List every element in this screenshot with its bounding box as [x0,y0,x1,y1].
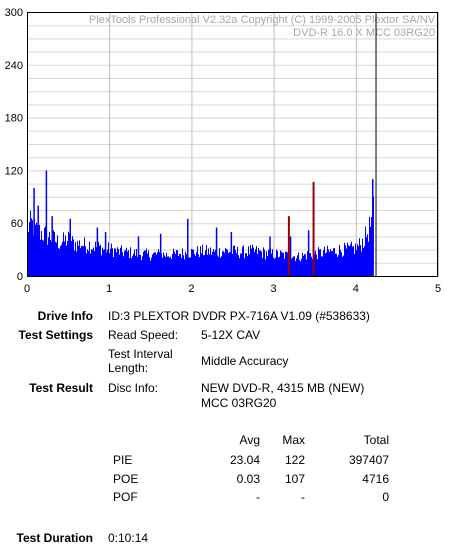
x-tick-label: 4 [353,283,359,295]
y-tick-label: 180 [5,113,23,125]
y-tick-label: 60 [11,218,23,230]
y-tick-label: 0 [17,271,23,283]
stats-row-name: PIE [113,453,132,467]
x-tick-label: 5 [435,283,441,295]
y-tick-label: 240 [5,60,23,72]
stats-row-total: 4716 [310,472,389,486]
x-tick-label: 2 [188,283,194,295]
interval-label-line1: Test Interval [108,347,173,361]
x-tick-label: 3 [271,283,277,295]
disc-info-line2: MCC 03RG20 [201,396,276,410]
stats-row-avg: 0.03 [200,472,260,486]
stats-row-avg: - [200,490,260,504]
watermark-line2: DVD-R 16.0 X MCC 03RG20 [293,27,435,39]
interval-label-line2: Length: [108,361,148,375]
read-speed-value: 5-12X CAV [201,328,260,342]
stats-row-avg: 23.04 [200,453,260,467]
y-tick-label: 300 [5,7,23,19]
stats-row-name: POF [113,490,138,504]
x-tick-label: 0 [24,283,30,295]
stats-row-max: 107 [260,472,305,486]
pie-poe-chart: PlexTools Professional V2.32a Copyright … [0,0,450,300]
test-settings-label: Test Settings [0,328,93,342]
interval-value: Middle Accuracy [201,354,288,368]
stats-row-max: - [260,490,305,504]
drive-info-label: Drive Info [0,309,93,323]
stats-header-max: Max [260,433,305,447]
read-speed-label: Read Speed: [108,328,178,342]
x-tick-label: 1 [106,283,112,295]
stats-row-total: 0 [310,490,389,504]
test-duration-value: 0:10:14 [108,531,148,545]
y-tick-label: 120 [5,165,23,177]
watermark-line1: PlexTools Professional V2.32a Copyright … [89,14,436,26]
stats-header-avg: Avg [200,433,260,447]
stats-row-total: 397407 [310,453,389,467]
drive-info-value: ID:3 PLEXTOR DVDR PX-716A V1.09 (#538633… [108,309,370,323]
disc-info-line1: NEW DVD-R, 4315 MB (NEW) [201,381,364,395]
disc-info-label: Disc Info: [108,381,158,395]
test-result-label: Test Result [0,381,93,395]
stats-row-max: 122 [260,453,305,467]
test-duration-label: Test Duration [0,531,93,545]
stats-row-name: POE [113,472,138,486]
stats-header-total: Total [310,433,389,447]
